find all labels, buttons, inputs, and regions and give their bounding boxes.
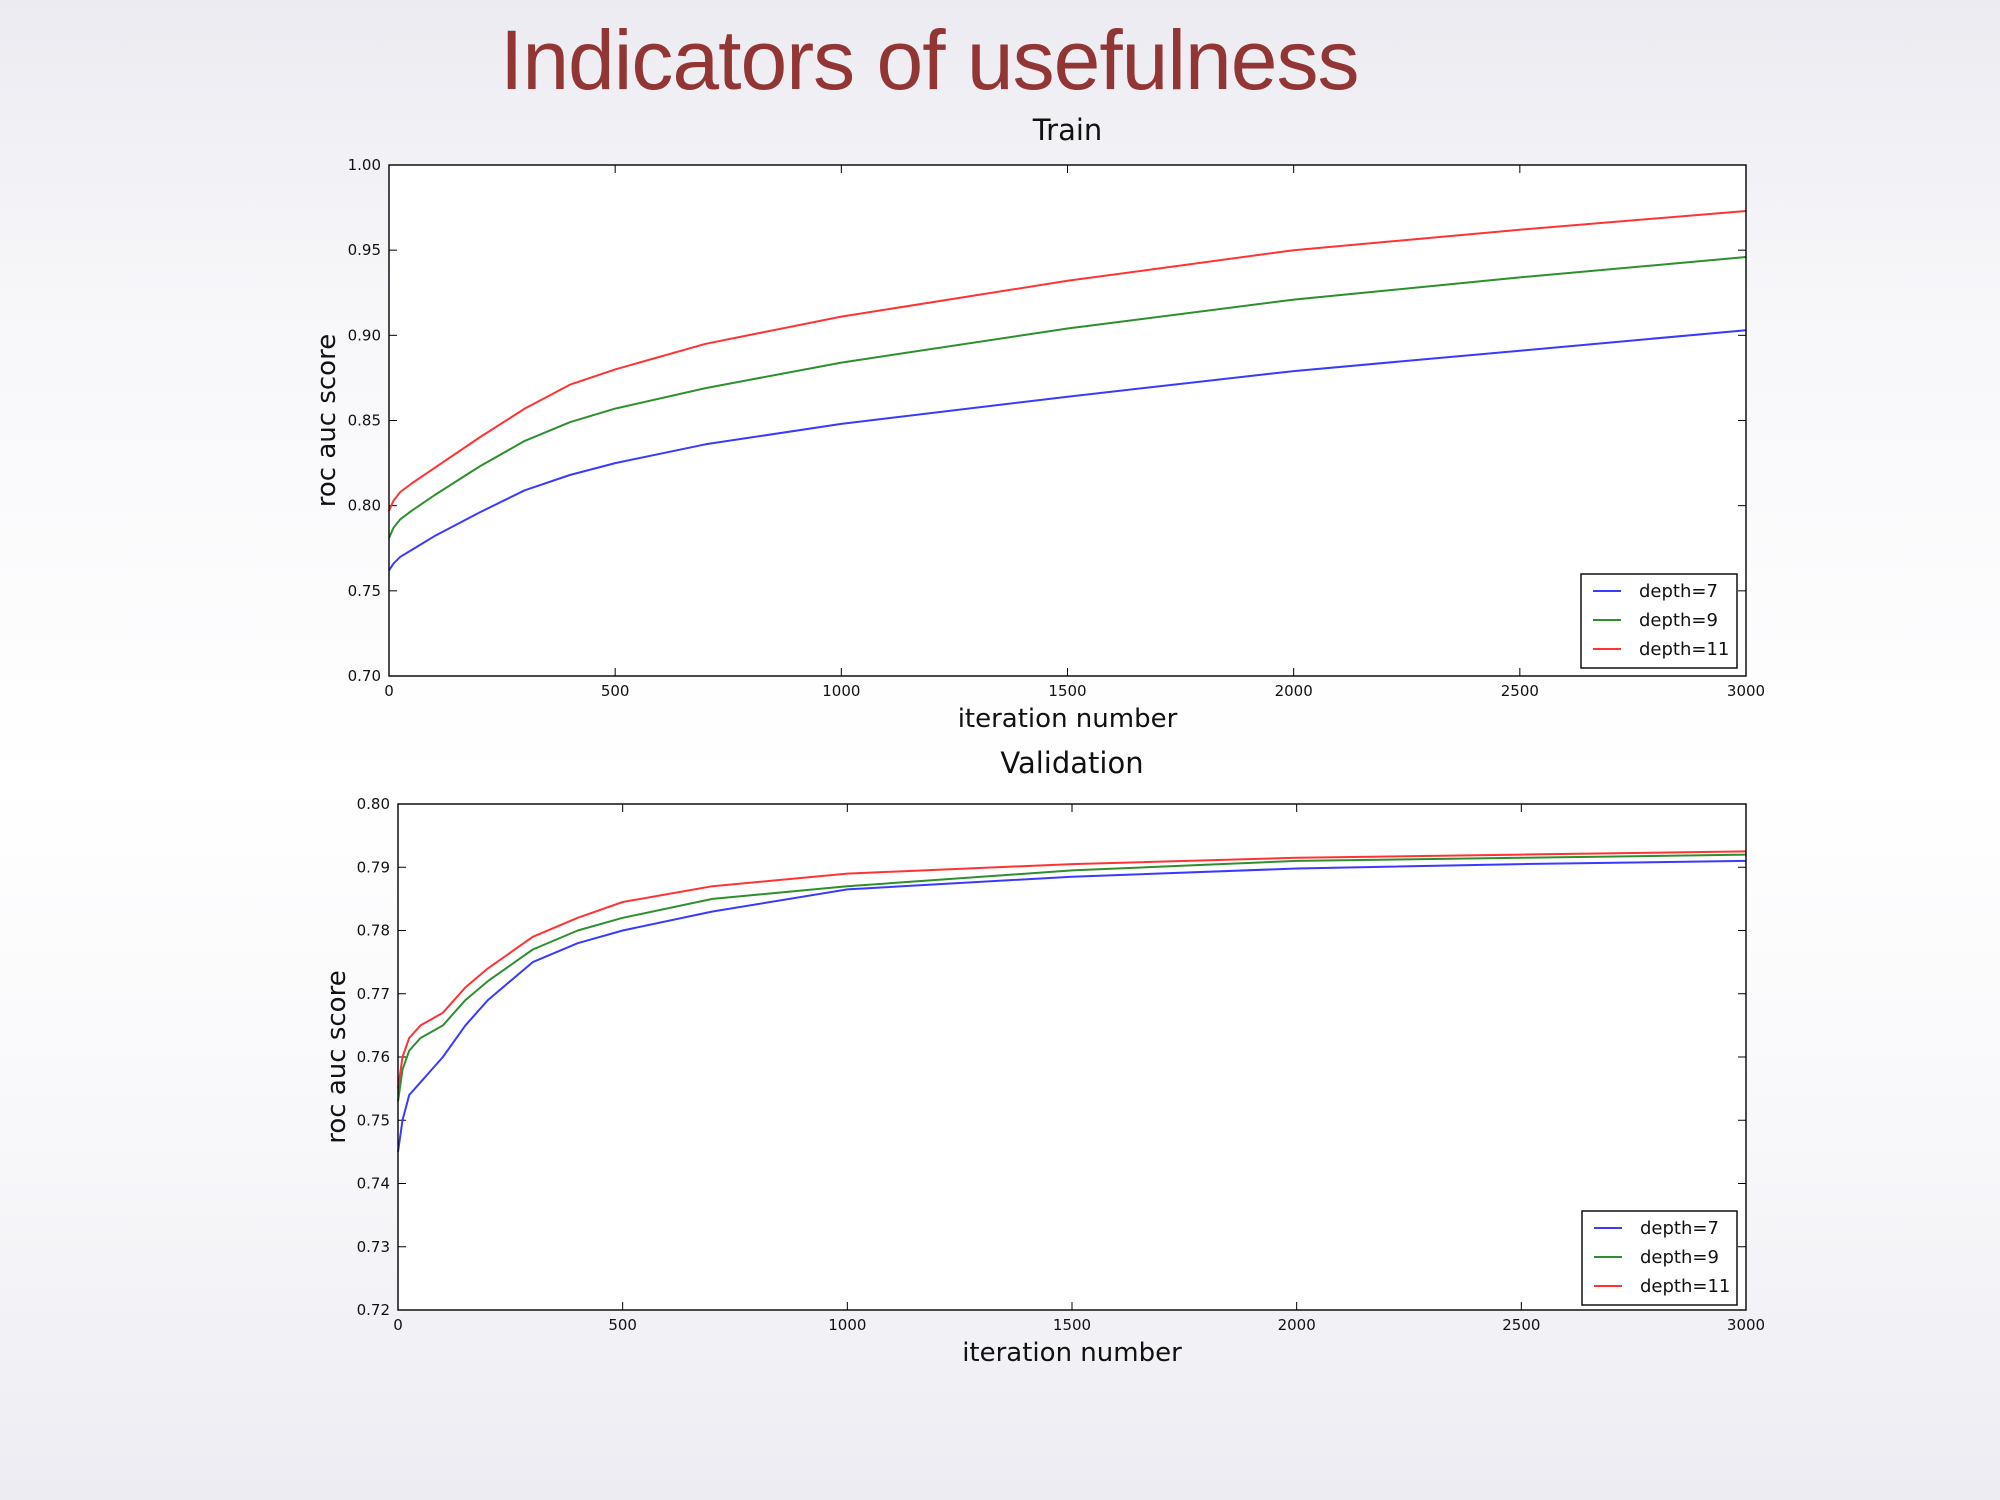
train-x-tick-label: 2500: [1501, 682, 1539, 700]
validation-series-line-depth-11: [397, 850, 1747, 1089]
validation-x-tick-label: 2000: [1278, 1316, 1316, 1334]
slide-title: Indicators of usefulness: [500, 13, 1359, 107]
train-plot-area: [389, 165, 1746, 676]
train-x-tick-label: 1500: [1048, 682, 1086, 700]
train-y-tick-label: 0.90: [348, 326, 381, 344]
validation-y-tick-label: 0.77: [357, 985, 390, 1003]
validation-legend-label: depth=7: [1640, 1218, 1719, 1239]
train-x-tick-label: 2000: [1275, 682, 1313, 700]
validation-legend-label: depth=9: [1640, 1247, 1719, 1268]
train-series-line-depth-9: [388, 256, 1747, 539]
validation-y-tick-label: 0.73: [357, 1238, 390, 1256]
validation-y-tick-label: 0.78: [357, 922, 390, 940]
train-y-tick-label: 1.00: [348, 156, 381, 174]
train-series-line-depth-11: [388, 210, 1747, 512]
validation-y-tick-label: 0.80: [357, 795, 390, 813]
validation-x-tick-label: 500: [608, 1316, 637, 1334]
train-series-line-depth-7: [388, 329, 1747, 571]
validation-x-tick-label: 1000: [828, 1316, 866, 1334]
train-y-tick-label: 0.70: [348, 667, 381, 685]
validation-y-tick-label: 0.75: [357, 1111, 390, 1129]
validation-x-tick-label: 0: [393, 1316, 403, 1334]
train-legend-label: depth=11: [1639, 639, 1729, 660]
train-x-tick-label: 500: [601, 682, 630, 700]
train-legend-label: depth=7: [1639, 581, 1718, 602]
validation-y-tick-label: 0.74: [357, 1175, 390, 1193]
train-y-axis-label: roc auc score: [312, 334, 342, 507]
validation-y-tick-label: 0.72: [357, 1301, 390, 1319]
train-y-tick-label: 0.85: [348, 412, 381, 430]
train-x-tick-label: 3000: [1727, 682, 1765, 700]
validation-x-tick-label: 1500: [1053, 1316, 1091, 1334]
validation-y-axis-label: roc auc score: [322, 970, 352, 1143]
validation-series-line-depth-7: [397, 859, 1747, 1153]
train-y-tick-label: 0.75: [348, 582, 381, 600]
validation-x-tick-label: 2500: [1502, 1316, 1540, 1334]
train-x-tick-label: 1000: [822, 682, 860, 700]
train-x-tick-label: 0: [384, 682, 394, 700]
train-plot-frame: [388, 164, 1747, 677]
validation-chart-title: Validation: [1000, 746, 1143, 780]
validation-chart: Validation iteration number roc auc score 0…: [322, 746, 1765, 1368]
validation-y-tick-label: 0.79: [357, 858, 390, 876]
train-legend-label: depth=9: [1639, 610, 1718, 631]
train-y-tick-label: 0.80: [348, 497, 381, 515]
train-chart-title: Train: [1032, 113, 1103, 147]
validation-plot-frame: [397, 803, 1747, 1311]
train-x-axis-label: iteration number: [958, 704, 1178, 734]
validation-x-axis-label: iteration number: [962, 1338, 1182, 1368]
train-chart: Train iteration number roc auc score 0 500 10…: [312, 113, 1765, 734]
train-y-tick-label: 0.95: [348, 241, 381, 259]
validation-y-tick-label: 0.76: [357, 1048, 390, 1066]
validation-x-tick-label: 3000: [1727, 1316, 1765, 1334]
validation-legend-label: depth=11: [1640, 1276, 1730, 1297]
validation-plot-area: [398, 804, 1746, 1310]
validation-series-line-depth-9: [397, 853, 1747, 1102]
